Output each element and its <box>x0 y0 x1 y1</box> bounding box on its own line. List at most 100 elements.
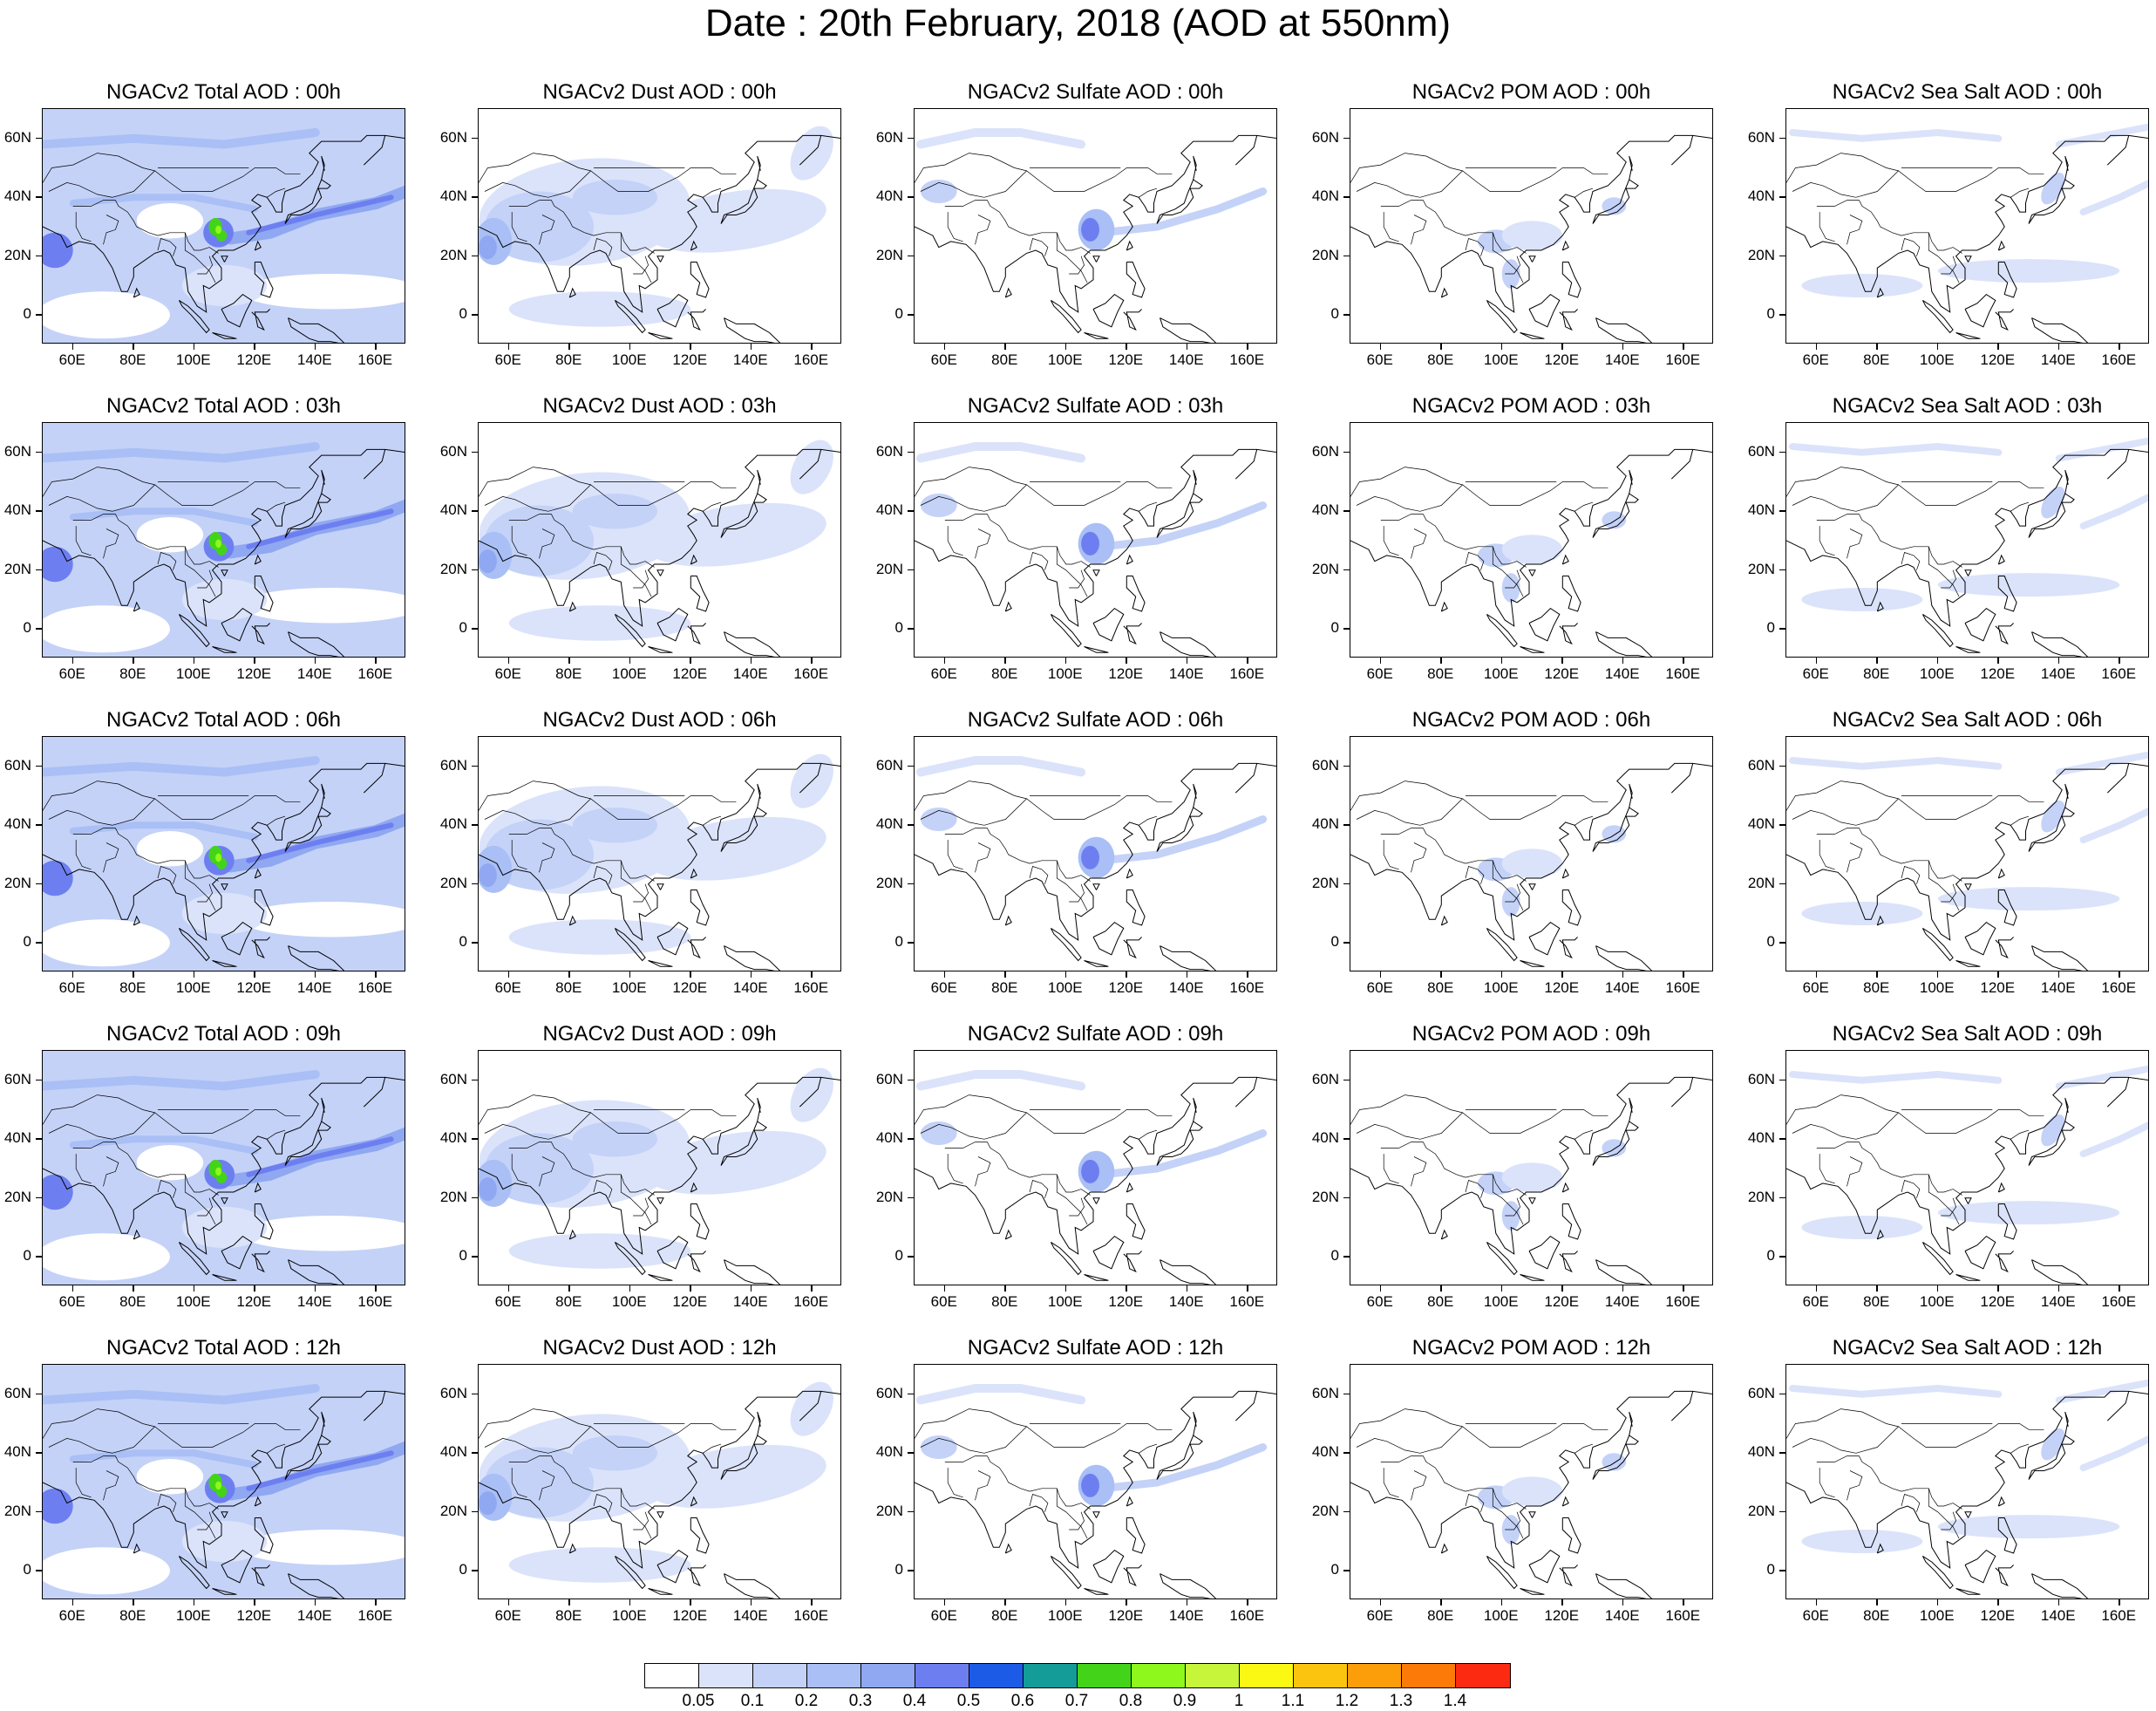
x-tick-mark <box>629 1285 631 1292</box>
x-tick-mark <box>1876 658 1878 664</box>
y-tick-mark <box>908 1452 914 1454</box>
x-tick-mark <box>133 344 134 350</box>
y-tick-mark <box>908 137 914 140</box>
y-tick-mark <box>36 1510 42 1513</box>
panel-pom-aod-row-2: NGACv2 POM AOD : 06h 60N 40N 20N 0 60E 80E 100E… <box>1312 705 1713 998</box>
y-tick-label: 20N <box>1311 560 1339 577</box>
panel-sea-salt-aod-row-3: NGACv2 Sea Salt AOD : 09h 60N 40N 20N 0 60E 80… <box>1748 1019 2149 1312</box>
x-tick-label: 160E <box>357 979 393 996</box>
x-tick-label: 60E <box>930 1607 957 1624</box>
colorbar-swatch <box>861 1664 915 1687</box>
x-tick-mark <box>1561 658 1563 664</box>
panel-dust-aod-row-2: NGACv2 Dust AOD : 06h 60N 40N 20N 0 60E 80E 100… <box>440 705 841 998</box>
aod-field-map <box>479 1365 840 1599</box>
panel-title: NGACv2 Total AOD : 03h <box>105 394 341 418</box>
colorbar-label: 0.6 <box>1010 1692 1035 1710</box>
aod-shading <box>479 1051 840 1285</box>
x-tick-label: 80E <box>555 979 582 996</box>
x-tick-mark <box>507 344 510 350</box>
x-tick-label: 60E <box>1366 1607 1393 1624</box>
y-tick-label: 0 <box>1766 619 1775 637</box>
x-tick-mark <box>1379 1285 1382 1292</box>
panel-dust-aod-row-1: NGACv2 Dust AOD : 03h 60N 40N 20N 0 60E 80E 100… <box>440 391 841 684</box>
x-tick-label: 160E <box>793 351 829 368</box>
x-tick-mark <box>2119 658 2120 664</box>
y-tick-mark <box>36 883 42 885</box>
coastline-outlines <box>1786 762 2148 971</box>
panel-title: NGACv2 Sea Salt AOD : 12h <box>1832 1336 2103 1360</box>
x-tick-label: 80E <box>119 1293 146 1310</box>
x-tick-label: 100E <box>1919 1293 1955 1310</box>
x-tick-label: 80E <box>991 1293 1018 1310</box>
y-tick-label: 20N <box>1747 1188 1775 1205</box>
x-tick-label: 120E <box>1980 979 2016 996</box>
map-frame <box>1350 1364 1713 1599</box>
y-tick-label: 0 <box>1330 305 1339 323</box>
panel-pom-aod-row-4: NGACv2 POM AOD : 12h 60N 40N 20N 0 60E 80E 100E… <box>1312 1333 1713 1626</box>
x-tick-label: 60E <box>1366 979 1393 996</box>
x-tick-label: 140E <box>732 351 768 368</box>
x-tick-label: 140E <box>296 351 332 368</box>
x-tick-label: 160E <box>2101 1293 2137 1310</box>
x-tick-label: 160E <box>2101 979 2137 996</box>
x-tick-label: 100E <box>611 979 647 996</box>
colorbar-swatch <box>1132 1664 1186 1687</box>
x-tick-label: 160E <box>357 1607 393 1624</box>
x-tick-mark <box>943 344 946 350</box>
y-tick-label: 20N <box>1311 874 1339 891</box>
x-tick-label: 140E <box>2040 1293 2076 1310</box>
y-tick-label: 40N <box>3 501 31 519</box>
coastline-outlines <box>479 448 840 657</box>
y-tick-mark <box>36 1196 42 1199</box>
x-tick-mark <box>1683 971 1684 978</box>
x-tick-label: 100E <box>1047 979 1083 996</box>
y-tick-mark <box>36 255 42 257</box>
y-tick-label: 0 <box>459 1561 467 1578</box>
x-tick-label: 160E <box>1665 979 1701 996</box>
panel-title: NGACv2 Dust AOD : 00h <box>542 80 777 104</box>
aod-shading <box>479 109 840 343</box>
y-tick-mark <box>472 824 478 826</box>
y-tick-label: 60N <box>875 128 903 146</box>
x-tick-mark <box>943 1285 946 1292</box>
y-tick-mark <box>1779 942 1785 944</box>
x-tick-mark <box>314 971 316 978</box>
y-tick-label: 20N <box>875 246 903 263</box>
y-tick-mark <box>472 1510 478 1513</box>
y-tick-label: 60N <box>1311 442 1339 460</box>
x-tick-label: 160E <box>1665 351 1701 368</box>
aod-field-map <box>915 423 1276 657</box>
colorbar-swatch <box>915 1664 969 1687</box>
panel-sulfate-aod-row-0: NGACv2 Sulfate AOD : 00h 60N 40N 20N 0 60E 80E… <box>876 77 1277 370</box>
y-tick-mark <box>1343 196 1350 198</box>
y-tick-label: 0 <box>23 619 31 637</box>
colorbar-swatch <box>1186 1664 1240 1687</box>
x-tick-mark <box>690 971 691 978</box>
coastline-outlines <box>479 1390 840 1599</box>
x-tick-label: 140E <box>732 979 768 996</box>
y-tick-mark <box>908 883 914 885</box>
y-tick-mark <box>472 1196 478 1199</box>
y-tick-mark <box>472 510 478 512</box>
x-tick-mark <box>1126 1285 1127 1292</box>
y-tick-mark <box>472 1256 478 1258</box>
x-tick-mark <box>811 344 813 350</box>
y-tick-mark <box>908 1196 914 1199</box>
x-tick-label: 100E <box>175 979 211 996</box>
y-tick-mark <box>36 569 42 571</box>
x-tick-mark <box>629 1599 631 1605</box>
x-tick-mark <box>629 658 631 664</box>
y-tick-label: 0 <box>894 305 903 323</box>
y-tick-label: 60N <box>3 1384 31 1401</box>
aod-shading <box>43 1365 405 1599</box>
coastline-outlines <box>1786 1076 2148 1285</box>
x-tick-label: 60E <box>1802 665 1829 682</box>
aod-shading <box>479 423 840 657</box>
colorbar-swatch <box>1024 1664 1078 1687</box>
x-tick-mark <box>1815 971 1818 978</box>
x-tick-mark <box>1683 1599 1684 1605</box>
colorbar-swatch <box>1294 1664 1348 1687</box>
x-tick-mark <box>2119 1285 2120 1292</box>
aod-shading <box>1786 109 2148 343</box>
x-tick-mark <box>2057 344 2060 350</box>
